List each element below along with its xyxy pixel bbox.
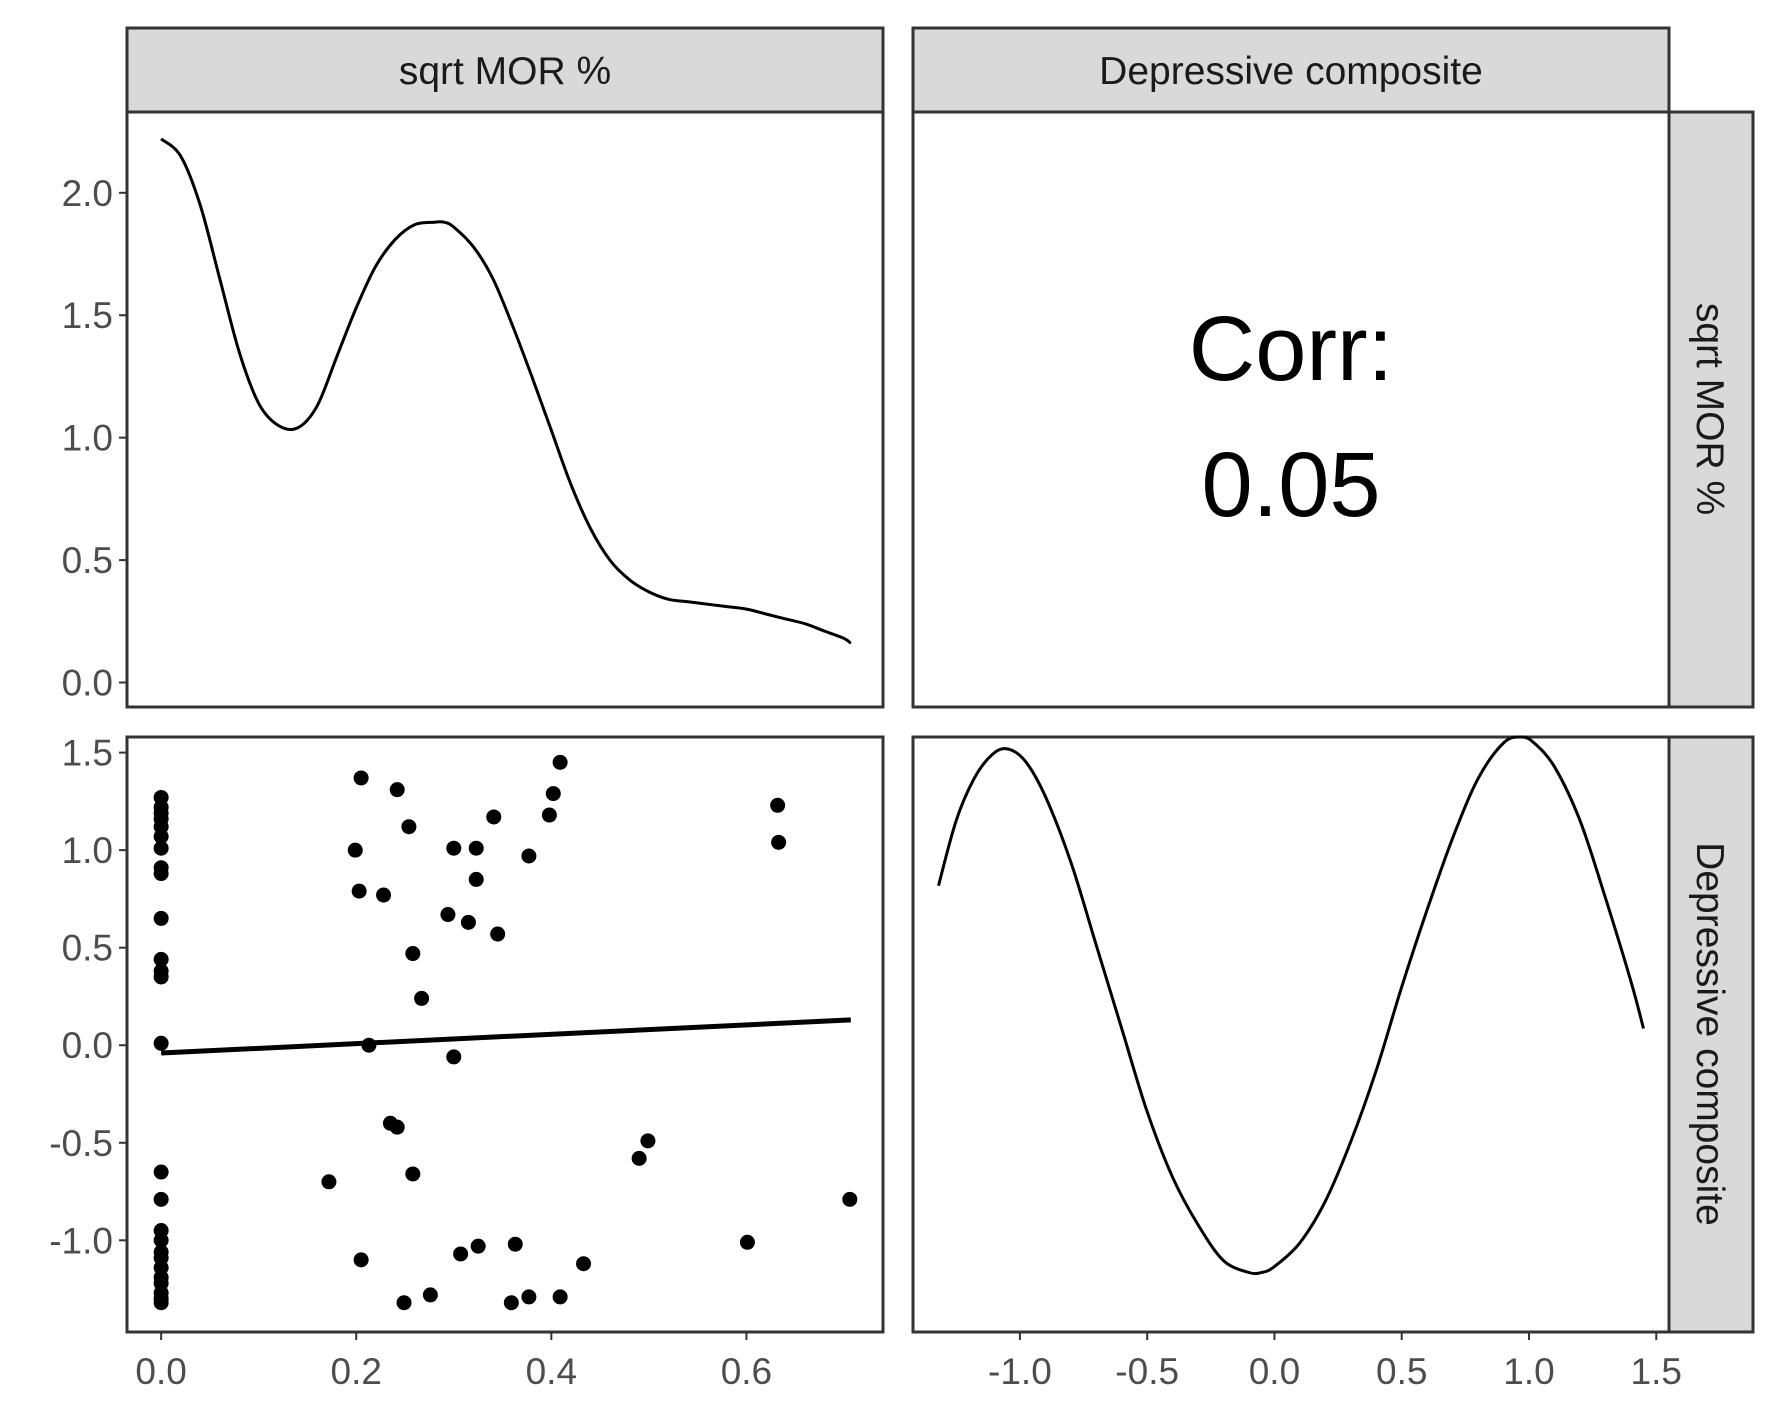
scatter-point	[468, 840, 484, 856]
strip-right-bottom-label: Depressive composite	[1688, 842, 1731, 1226]
scatter-point	[446, 1049, 462, 1065]
scatter-point	[153, 866, 169, 882]
scatter-point	[153, 1295, 169, 1311]
bottom-right-density-line	[937, 735, 1645, 1276]
scatter-point	[153, 840, 169, 856]
scatter-point	[552, 754, 568, 770]
scatter-point	[640, 1133, 656, 1149]
scatter-point	[389, 1119, 405, 1135]
bottom-right-xtick-label: -1.0	[988, 1351, 1052, 1392]
scatter-point	[153, 1164, 169, 1180]
scatter-point	[153, 910, 169, 926]
bottom-left-ytick-label: -0.5	[49, 1123, 113, 1164]
top-left-ytick-label: 2.0	[62, 173, 113, 214]
scatter-point	[389, 782, 405, 798]
scatter-point	[414, 990, 430, 1006]
strip-right-bottom	[1667, 735, 1755, 1334]
scatter-point	[486, 809, 502, 825]
corr-value: 0.05	[1201, 434, 1380, 536]
bottom-right-xtick-label: 1.5	[1631, 1351, 1682, 1392]
scatter-point	[521, 1289, 537, 1305]
scatter-point	[631, 1150, 647, 1166]
scatter-point	[503, 1295, 519, 1311]
bottom-left-ytick-label: 0.5	[62, 928, 113, 969]
scatter-point	[460, 914, 476, 930]
scatter-point	[153, 828, 169, 844]
scatter-point	[396, 1295, 412, 1311]
panel-bottom-right	[911, 735, 1671, 1334]
top-left-ytick-label: 1.0	[62, 418, 113, 459]
strip-top-left	[125, 26, 885, 114]
bottom-left-ytick-label: 1.0	[62, 830, 113, 871]
scatter-point	[507, 1236, 523, 1252]
bottom-right-xtick-label: 0.0	[1249, 1351, 1300, 1392]
top-left-ytick-label: 0.5	[62, 540, 113, 581]
scatter-point	[576, 1256, 592, 1272]
scatter-point	[153, 1035, 169, 1051]
scatter-point	[770, 797, 786, 813]
scatter-point	[446, 840, 462, 856]
scatter-point	[353, 1252, 369, 1268]
scatter-point	[153, 951, 169, 967]
strip-top-left-label: sqrt MOR %	[399, 50, 611, 93]
scatter-point	[739, 1234, 755, 1250]
top-left-ytick-label: 0.0	[62, 663, 113, 704]
bottom-right-xtick-label: 1.0	[1503, 1351, 1554, 1392]
scatter-point	[453, 1246, 469, 1262]
scatter-point	[468, 871, 484, 887]
regression-line	[161, 1017, 851, 1056]
corr-label: Corr:	[1189, 298, 1393, 400]
bottom-left-ytick-label: 1.5	[62, 733, 113, 774]
scatter-point	[351, 883, 367, 899]
bottom-left-ytick-label: -1.0	[49, 1220, 113, 1261]
scatter-point	[771, 834, 787, 850]
scatter-point	[521, 848, 537, 864]
scatter-point	[545, 786, 561, 802]
scatter-point	[353, 770, 369, 786]
bottom-left-xtick-label: 0.6	[721, 1351, 772, 1392]
strip-right-top-label: sqrt MOR %	[1688, 303, 1731, 515]
scatter-point	[347, 842, 363, 858]
scatter-point	[552, 1289, 568, 1305]
strip-top-right	[911, 26, 1671, 114]
bottom-left-xtick-label: 0.0	[135, 1351, 186, 1392]
strip-right-top	[1667, 110, 1755, 709]
scatter-point	[321, 1174, 337, 1190]
scatter-point	[376, 887, 392, 903]
scatter-point	[470, 1238, 486, 1254]
scatter-point	[153, 1191, 169, 1207]
top-left-ytick-label: 1.5	[62, 295, 113, 336]
scatter-point	[405, 946, 421, 962]
scatter-point	[440, 907, 456, 923]
panel-top-left	[125, 110, 885, 709]
scatter-point	[541, 807, 557, 823]
scatter-point	[490, 926, 506, 942]
scatter-point	[422, 1287, 438, 1303]
bottom-left-xtick-label: 0.2	[331, 1351, 382, 1392]
bottom-right-xtick-label: 0.5	[1376, 1351, 1427, 1392]
scatter-point	[401, 819, 417, 835]
top-left-density-line	[160, 137, 852, 645]
scatter-point	[153, 969, 169, 985]
scatter-point	[153, 1232, 169, 1248]
bottom-right-xtick-label: -0.5	[1115, 1351, 1179, 1392]
bottom-left-xtick-label: 0.4	[526, 1351, 577, 1392]
bottom-left-ytick-label: 0.0	[62, 1025, 113, 1066]
scatter-point	[405, 1166, 421, 1182]
scatter-point	[842, 1191, 858, 1207]
panel-top-right	[911, 110, 1671, 709]
strip-top-right-label: Depressive composite	[1099, 50, 1483, 93]
